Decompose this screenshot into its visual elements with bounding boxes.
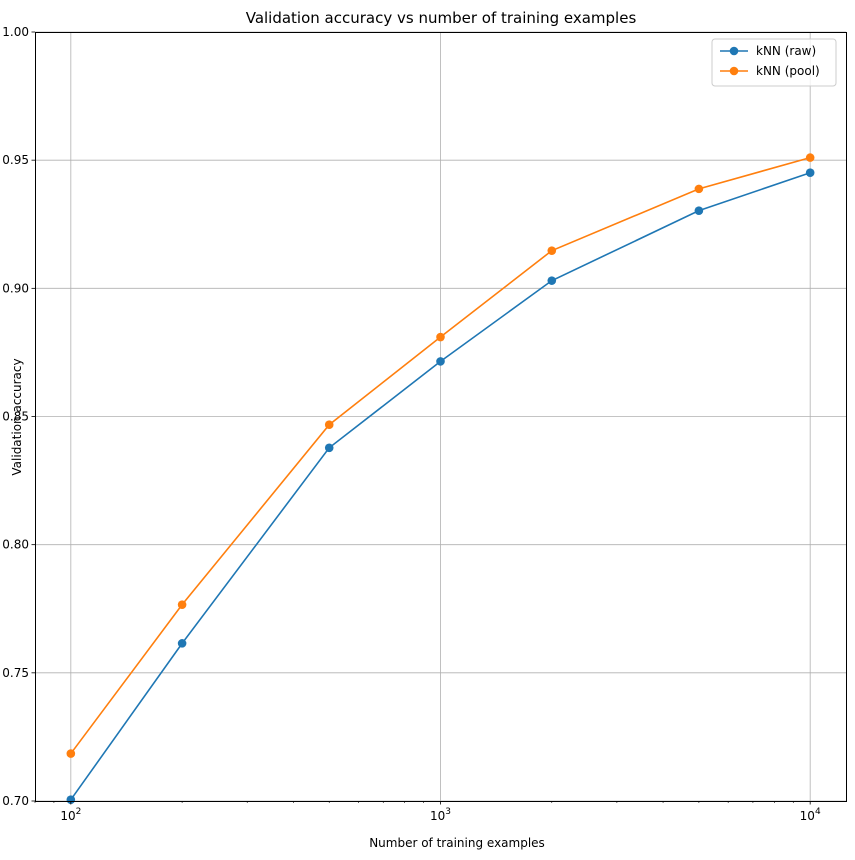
data-point — [694, 206, 704, 215]
data-point — [694, 184, 704, 194]
data-point — [547, 276, 557, 285]
legend-item: kNN (raw) — [720, 44, 816, 58]
y-axis: 0.70 0.75 0.80 0.85 0.90 0.95 1.00 — [2, 25, 35, 808]
x-tick-label-exponent: 4 — [815, 807, 821, 817]
x-tick-label-base: 10 — [60, 809, 75, 823]
data-point — [436, 332, 445, 342]
legend-label: kNN (raw) — [756, 44, 816, 58]
y-tick-label: 0.90 — [2, 281, 29, 295]
data-point — [324, 420, 334, 430]
legend-item: kNN (pool) — [720, 64, 820, 78]
y-tick-label: 0.75 — [2, 666, 29, 680]
x-tick-label: 102 — [60, 807, 81, 823]
x-tick-label: 103 — [430, 807, 451, 823]
data-point — [177, 600, 187, 609]
series-1 — [66, 153, 815, 758]
data-point — [177, 639, 187, 648]
x-tick-label: 104 — [800, 807, 821, 823]
y-tick-label: 0.95 — [2, 153, 29, 167]
chart-title: Validation accuracy vs number of trainin… — [246, 9, 637, 27]
data-point — [66, 749, 76, 758]
data-point — [805, 168, 815, 178]
legend: kNN (raw) kNN (pool) — [711, 38, 837, 87]
x-tick-label-exponent: 2 — [76, 807, 82, 817]
y-axis-label: Validation accuracy — [10, 358, 24, 475]
legend-label: kNN (pool) — [756, 64, 820, 78]
x-axis-label: Number of training examples — [369, 836, 545, 850]
legend-marker — [729, 66, 739, 76]
y-tick-label: 0.70 — [2, 794, 29, 808]
y-tick-label: 1.00 — [2, 25, 29, 39]
plot-area-frame — [35, 32, 847, 802]
x-tick-label-base: 10 — [430, 809, 445, 823]
x-tick-label-base: 10 — [800, 809, 815, 823]
legend-marker — [729, 46, 739, 56]
x-axis: 102 103 104 — [34, 801, 821, 823]
data-point — [805, 153, 815, 162]
x-tick-label-exponent: 3 — [445, 807, 451, 817]
data-point — [547, 246, 557, 255]
data-point — [324, 443, 334, 453]
y-tick-label: 0.80 — [2, 538, 29, 552]
data-point — [436, 357, 445, 366]
y-tick-label: 0.85 — [2, 410, 29, 424]
